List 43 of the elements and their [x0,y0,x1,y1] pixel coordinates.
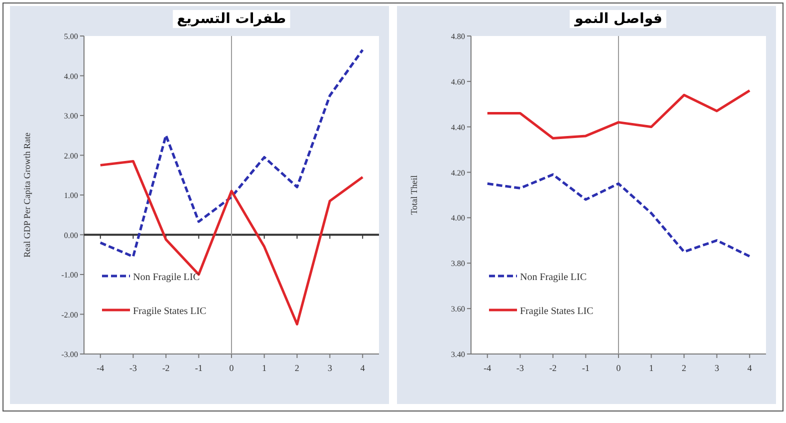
x-tick-label: -1 [582,363,590,373]
x-tick-label: 2 [682,363,686,373]
y-tick-label: 2.00 [64,151,78,160]
y-tick-label: 4.00 [451,214,465,223]
chart-title: طفرات التسريع [176,11,286,27]
x-tick-label: 3 [328,363,333,373]
x-tick-label: -1 [194,363,202,373]
legend-label: Fragile States LIC [520,306,594,317]
y-tick-label: -3.00 [61,350,78,359]
x-tick-label: 0 [229,363,234,373]
x-tick-label: 3 [714,363,720,373]
y-tick-label: 3.00 [64,112,78,120]
y-tick-label: 4.00 [64,72,78,81]
x-tick-label: 4 [747,363,752,373]
x-tick-label: -3 [129,363,138,373]
legend-label: Non Fragile LIC [133,272,200,283]
y-axis-title: Real GDP Per Capita Growth Rate [22,132,32,258]
y-tick-label: 1.00 [64,191,78,200]
y-tick-label: 3.80 [451,259,465,268]
x-tick-label: -4 [484,363,492,373]
legend-label: Fragile States LIC [133,306,207,317]
x-tick-label: 2 [294,363,300,373]
y-tick-label: 3.40 [451,350,465,359]
y-tick-label: -1.00 [61,270,78,280]
y-tick-label: 4.40 [451,122,465,132]
x-tick-label: 1 [649,363,654,373]
x-tick-label: -2 [549,363,557,373]
x-tick-label: 0 [616,363,622,373]
x-tick-label: 1 [262,363,267,373]
x-tick-label: -2 [162,363,170,373]
x-tick-label: -3 [516,363,524,373]
y-tick-label: -2.00 [61,310,78,320]
y-tick-label: 5.00 [64,32,78,41]
y-tick-label: 0.00 [64,230,78,240]
legend-label: Non Fragile LIC [520,272,587,283]
y-tick-label: 4.20 [451,168,465,178]
x-tick-label: 4 [360,363,366,373]
y-tick-label: 4.60 [451,77,465,86]
x-tick-label: -4 [96,363,105,373]
y-axis-title: Total Theil [409,174,419,215]
y-tick-label: 3.60 [451,304,465,314]
chart-title: فواصل النمو [574,11,662,27]
y-tick-label: 4.80 [451,32,465,41]
